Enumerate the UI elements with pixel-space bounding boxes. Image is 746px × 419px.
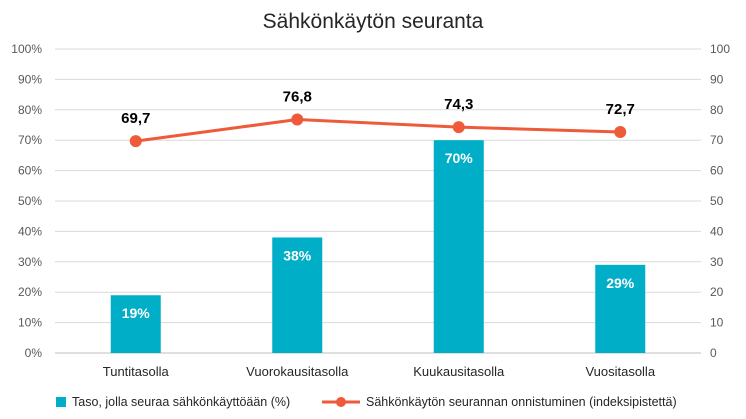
line-data-label: 72,7 [606,101,635,118]
category-label: Vuositasolla [585,364,655,379]
right-tick-label: 80 [710,103,724,117]
bar [110,295,161,353]
legend-bar-label: Taso, jolla seuraa sähkönkäyttöään (%) [72,395,290,409]
chart-title: Sähkönkäytön seuranta [263,10,484,33]
category-axis: Tuntitasolla Vuorokausitasolla Kuukausitas… [103,364,656,379]
series-line [135,118,621,143]
left-tick-label: 100% [11,42,42,56]
left-tick-label: 20% [18,285,42,299]
line-point [614,125,627,138]
line-point [129,135,142,148]
category-label: Vuorokausitasolla [246,364,349,379]
right-tick-label: 60 [710,164,724,178]
right-tick-label: 40 [710,224,724,238]
bar [272,237,323,353]
line-point [291,113,304,126]
left-tick-label: 60% [18,164,42,178]
right-axis: 0 10 20 30 40 50 60 70 80 90 100 [710,42,730,360]
line-series: 69,7 76,8 74,3 72,7 [121,89,635,148]
left-axis: 0% 10% 20% 30% 40% 50% 60% 70% 80% 90% 100% [11,42,42,360]
category-label: Kuukausitasolla [413,364,505,379]
right-tick-label: 50 [710,194,724,208]
left-tick-label: 70% [18,133,42,147]
left-tick-label: 30% [18,255,42,269]
legend-line-marker [336,397,346,407]
bar-data-label: 38% [283,247,312,263]
bar [595,264,646,353]
right-tick-label: 10 [710,316,724,330]
right-tick-label: 20 [710,285,724,299]
legend-bar-swatch [56,397,66,407]
left-tick-label: 80% [18,103,42,117]
right-tick-label: 90 [710,72,724,86]
bar-series: 19% 38% 70% 29% [110,140,646,353]
bar-data-label: 19% [122,305,151,321]
right-tick-label: 30 [710,255,724,269]
line-data-label: 69,7 [121,110,150,127]
right-tick-label: 100 [710,42,730,56]
category-label: Tuntitasolla [103,364,170,379]
left-tick-label: 10% [18,316,42,330]
line-point [452,121,465,134]
right-tick-label: 70 [710,133,724,147]
legend: Taso, jolla seuraa sähkönkäyttöään (%) S… [56,395,677,409]
left-tick-label: 40% [18,224,42,238]
legend-line-label: Sähkönkäytön seurannan onnistuminen (ind… [366,395,677,409]
gridlines [55,48,701,354]
line-data-label: 74,3 [444,96,473,113]
right-tick-label: 0 [710,346,717,360]
line-data-label: 76,8 [283,89,312,106]
bar-data-label: 70% [445,150,474,166]
left-tick-label: 0% [25,346,43,360]
left-tick-label: 90% [18,72,42,86]
bar [433,140,484,353]
left-tick-label: 50% [18,194,42,208]
bar-data-label: 29% [606,275,635,291]
